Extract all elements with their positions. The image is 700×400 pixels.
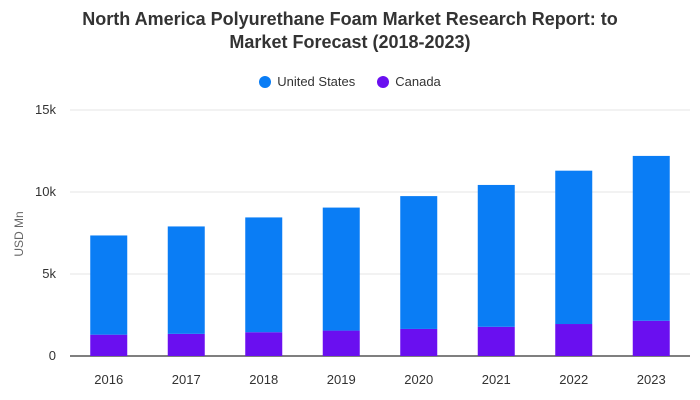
y-axis-title: USD Mn (12, 211, 26, 256)
bar-canada-2019[interactable] (322, 330, 360, 356)
legend-marker-canada (377, 75, 390, 88)
y-tick-label: 0 (49, 348, 56, 363)
bar-united-states-2021[interactable] (477, 184, 515, 327)
bar-canada-2018[interactable] (245, 332, 283, 356)
legend-item-canada[interactable]: Canada (377, 74, 441, 89)
bar-canada-2016[interactable] (90, 334, 128, 356)
bar-united-states-2017[interactable] (167, 226, 205, 334)
x-tick-label: 2016 (94, 372, 123, 387)
x-tick-label: 2018 (249, 372, 278, 387)
x-tick-label: 2020 (404, 372, 433, 387)
chart-title-line1: North America Polyurethane Foam Market R… (82, 9, 618, 29)
bar-canada-2022[interactable] (555, 324, 593, 356)
y-tick-label: 15k (35, 102, 56, 117)
x-tick-label: 2021 (482, 372, 511, 387)
chart-title: North America Polyurethane Foam Market R… (0, 8, 700, 54)
bars (90, 155, 670, 356)
bar-united-states-2018[interactable] (245, 217, 283, 333)
x-tick-label: 2019 (327, 372, 356, 387)
y-axis-ticks: 0 5k 10k 15k (35, 102, 56, 363)
y-tick-label: 10k (35, 184, 56, 199)
bar-canada-2021[interactable] (477, 326, 515, 356)
x-tick-label: 2023 (637, 372, 666, 387)
y-tick-label: 5k (42, 266, 56, 281)
x-tick-label: 2022 (559, 372, 588, 387)
bar-united-states-2019[interactable] (322, 207, 360, 331)
legend-label-united-states: United States (277, 74, 356, 89)
chart-title-line2: Market Forecast (2018-2023) (229, 32, 471, 52)
gridlines (70, 109, 690, 357)
legend-marker-united-states (259, 75, 272, 88)
x-axis-ticks: 2016 2017 2018 2019 2020 2021 2022 2023 (94, 372, 665, 387)
bar-canada-2017[interactable] (167, 333, 205, 356)
chart-legend: United States Canada (0, 74, 700, 89)
bar-united-states-2023[interactable] (632, 155, 670, 321)
bar-canada-2023[interactable] (632, 320, 670, 356)
legend-label-canada: Canada (395, 74, 441, 89)
x-tick-label: 2017 (172, 372, 201, 387)
bar-united-states-2016[interactable] (90, 235, 128, 335)
bar-canada-2020[interactable] (400, 328, 438, 356)
legend-item-united-states[interactable]: United States (259, 74, 355, 89)
bar-united-states-2020[interactable] (400, 196, 438, 329)
bar-united-states-2022[interactable] (555, 170, 593, 325)
